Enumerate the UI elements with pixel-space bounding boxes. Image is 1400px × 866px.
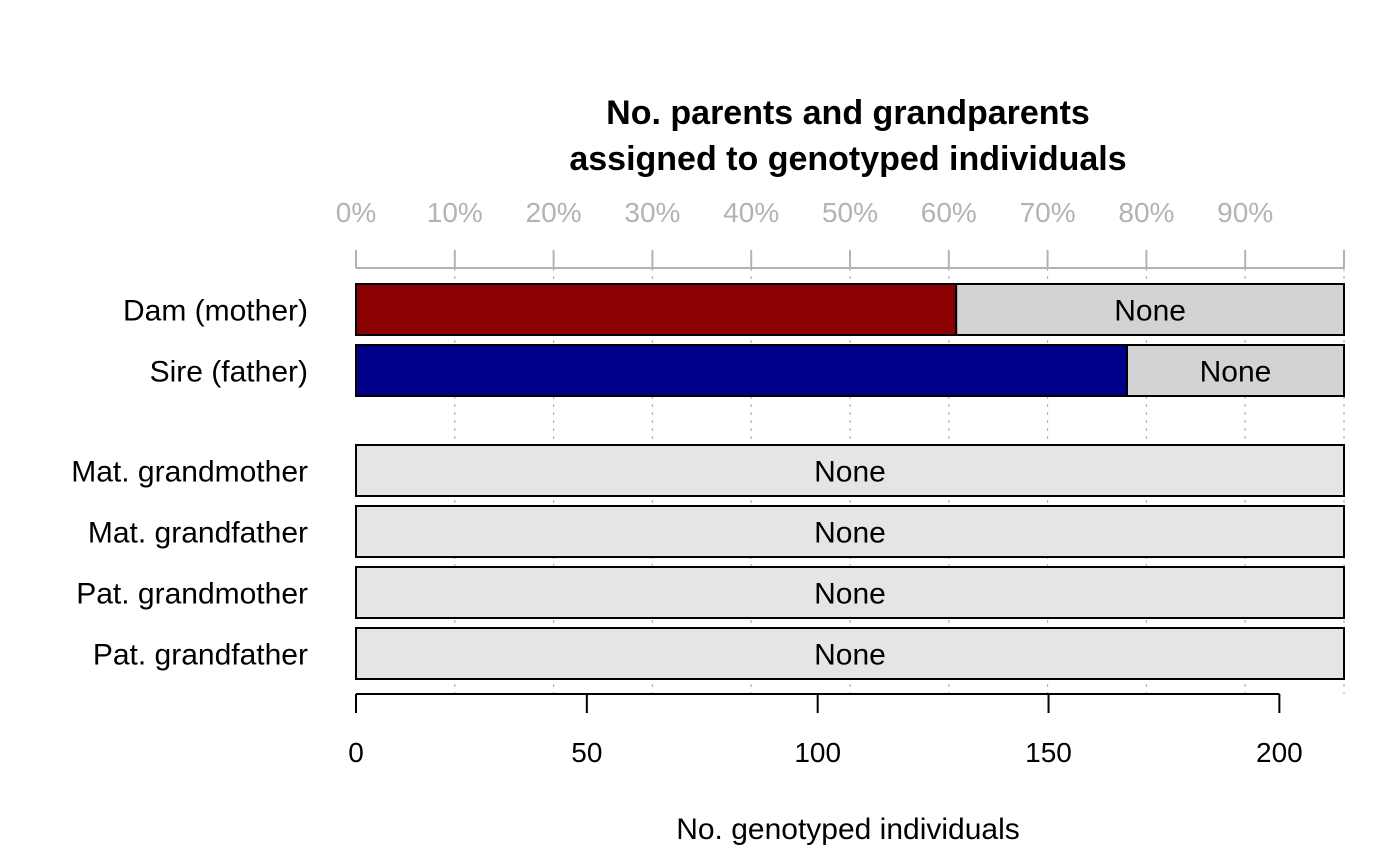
top-tick-label: 60% bbox=[921, 197, 977, 228]
bars-layer: None None None None None None bbox=[355, 283, 1346, 680]
category-label: Pat. grandmother bbox=[76, 578, 308, 611]
top-tick-label: 80% bbox=[1118, 197, 1174, 228]
top-tick-label: 20% bbox=[526, 197, 582, 228]
none-bar bbox=[355, 505, 1345, 558]
none-segment-label: None bbox=[814, 456, 886, 489]
bottom-tick-label: 100 bbox=[794, 737, 841, 768]
top-tick-label: 50% bbox=[822, 197, 878, 228]
category-label: Mat. grandmother bbox=[71, 456, 308, 489]
bottom-tick-label: 50 bbox=[571, 737, 602, 768]
none-bar bbox=[355, 566, 1345, 619]
top-tick-label: 10% bbox=[427, 197, 483, 228]
bottom-tick-label: 150 bbox=[1025, 737, 1072, 768]
category-label: Sire (father) bbox=[150, 356, 308, 389]
category-label: Dam (mother) bbox=[123, 295, 308, 328]
top-axis: 0% 10% 20% 30% 40% 50% 60% 70% 80% 90% bbox=[336, 197, 1345, 269]
x-axis-label: No. genotyped individuals bbox=[676, 813, 1020, 846]
labels-layer: Dam (mother) Sire (father) Mat. grandmothe… bbox=[71, 295, 308, 672]
none-segment-label: None bbox=[1114, 295, 1186, 328]
bottom-tick-label: 0 bbox=[348, 737, 364, 768]
top-tick-label: 90% bbox=[1217, 197, 1273, 228]
none-bar bbox=[955, 283, 1345, 336]
none-segment-label: None bbox=[814, 578, 886, 611]
top-tick-label: 0% bbox=[336, 197, 376, 228]
none-segment-label: None bbox=[1200, 356, 1272, 389]
chart-title-line-1: No. parents and grandparents bbox=[606, 94, 1090, 132]
top-tick-label: 30% bbox=[624, 197, 680, 228]
none-bar bbox=[355, 444, 1345, 497]
assigned-bar bbox=[355, 283, 958, 336]
category-label: Mat. grandfather bbox=[88, 517, 308, 550]
top-tick-label: 70% bbox=[1020, 197, 1076, 228]
chart-title-line-2: assigned to genotyped individuals bbox=[569, 140, 1126, 178]
category-label: Pat. grandfather bbox=[93, 639, 308, 672]
none-segment-label: None bbox=[814, 639, 886, 672]
grid-layer bbox=[454, 268, 1345, 694]
none-bar bbox=[355, 627, 1345, 680]
top-tick-label: 40% bbox=[723, 197, 779, 228]
assigned-bar bbox=[355, 344, 1129, 397]
bottom-tick-label: 200 bbox=[1256, 737, 1303, 768]
none-segment-label: None bbox=[814, 517, 886, 550]
none-bar bbox=[1126, 344, 1346, 397]
bottom-axis: 0 50 100 150 200 bbox=[348, 693, 1303, 768]
